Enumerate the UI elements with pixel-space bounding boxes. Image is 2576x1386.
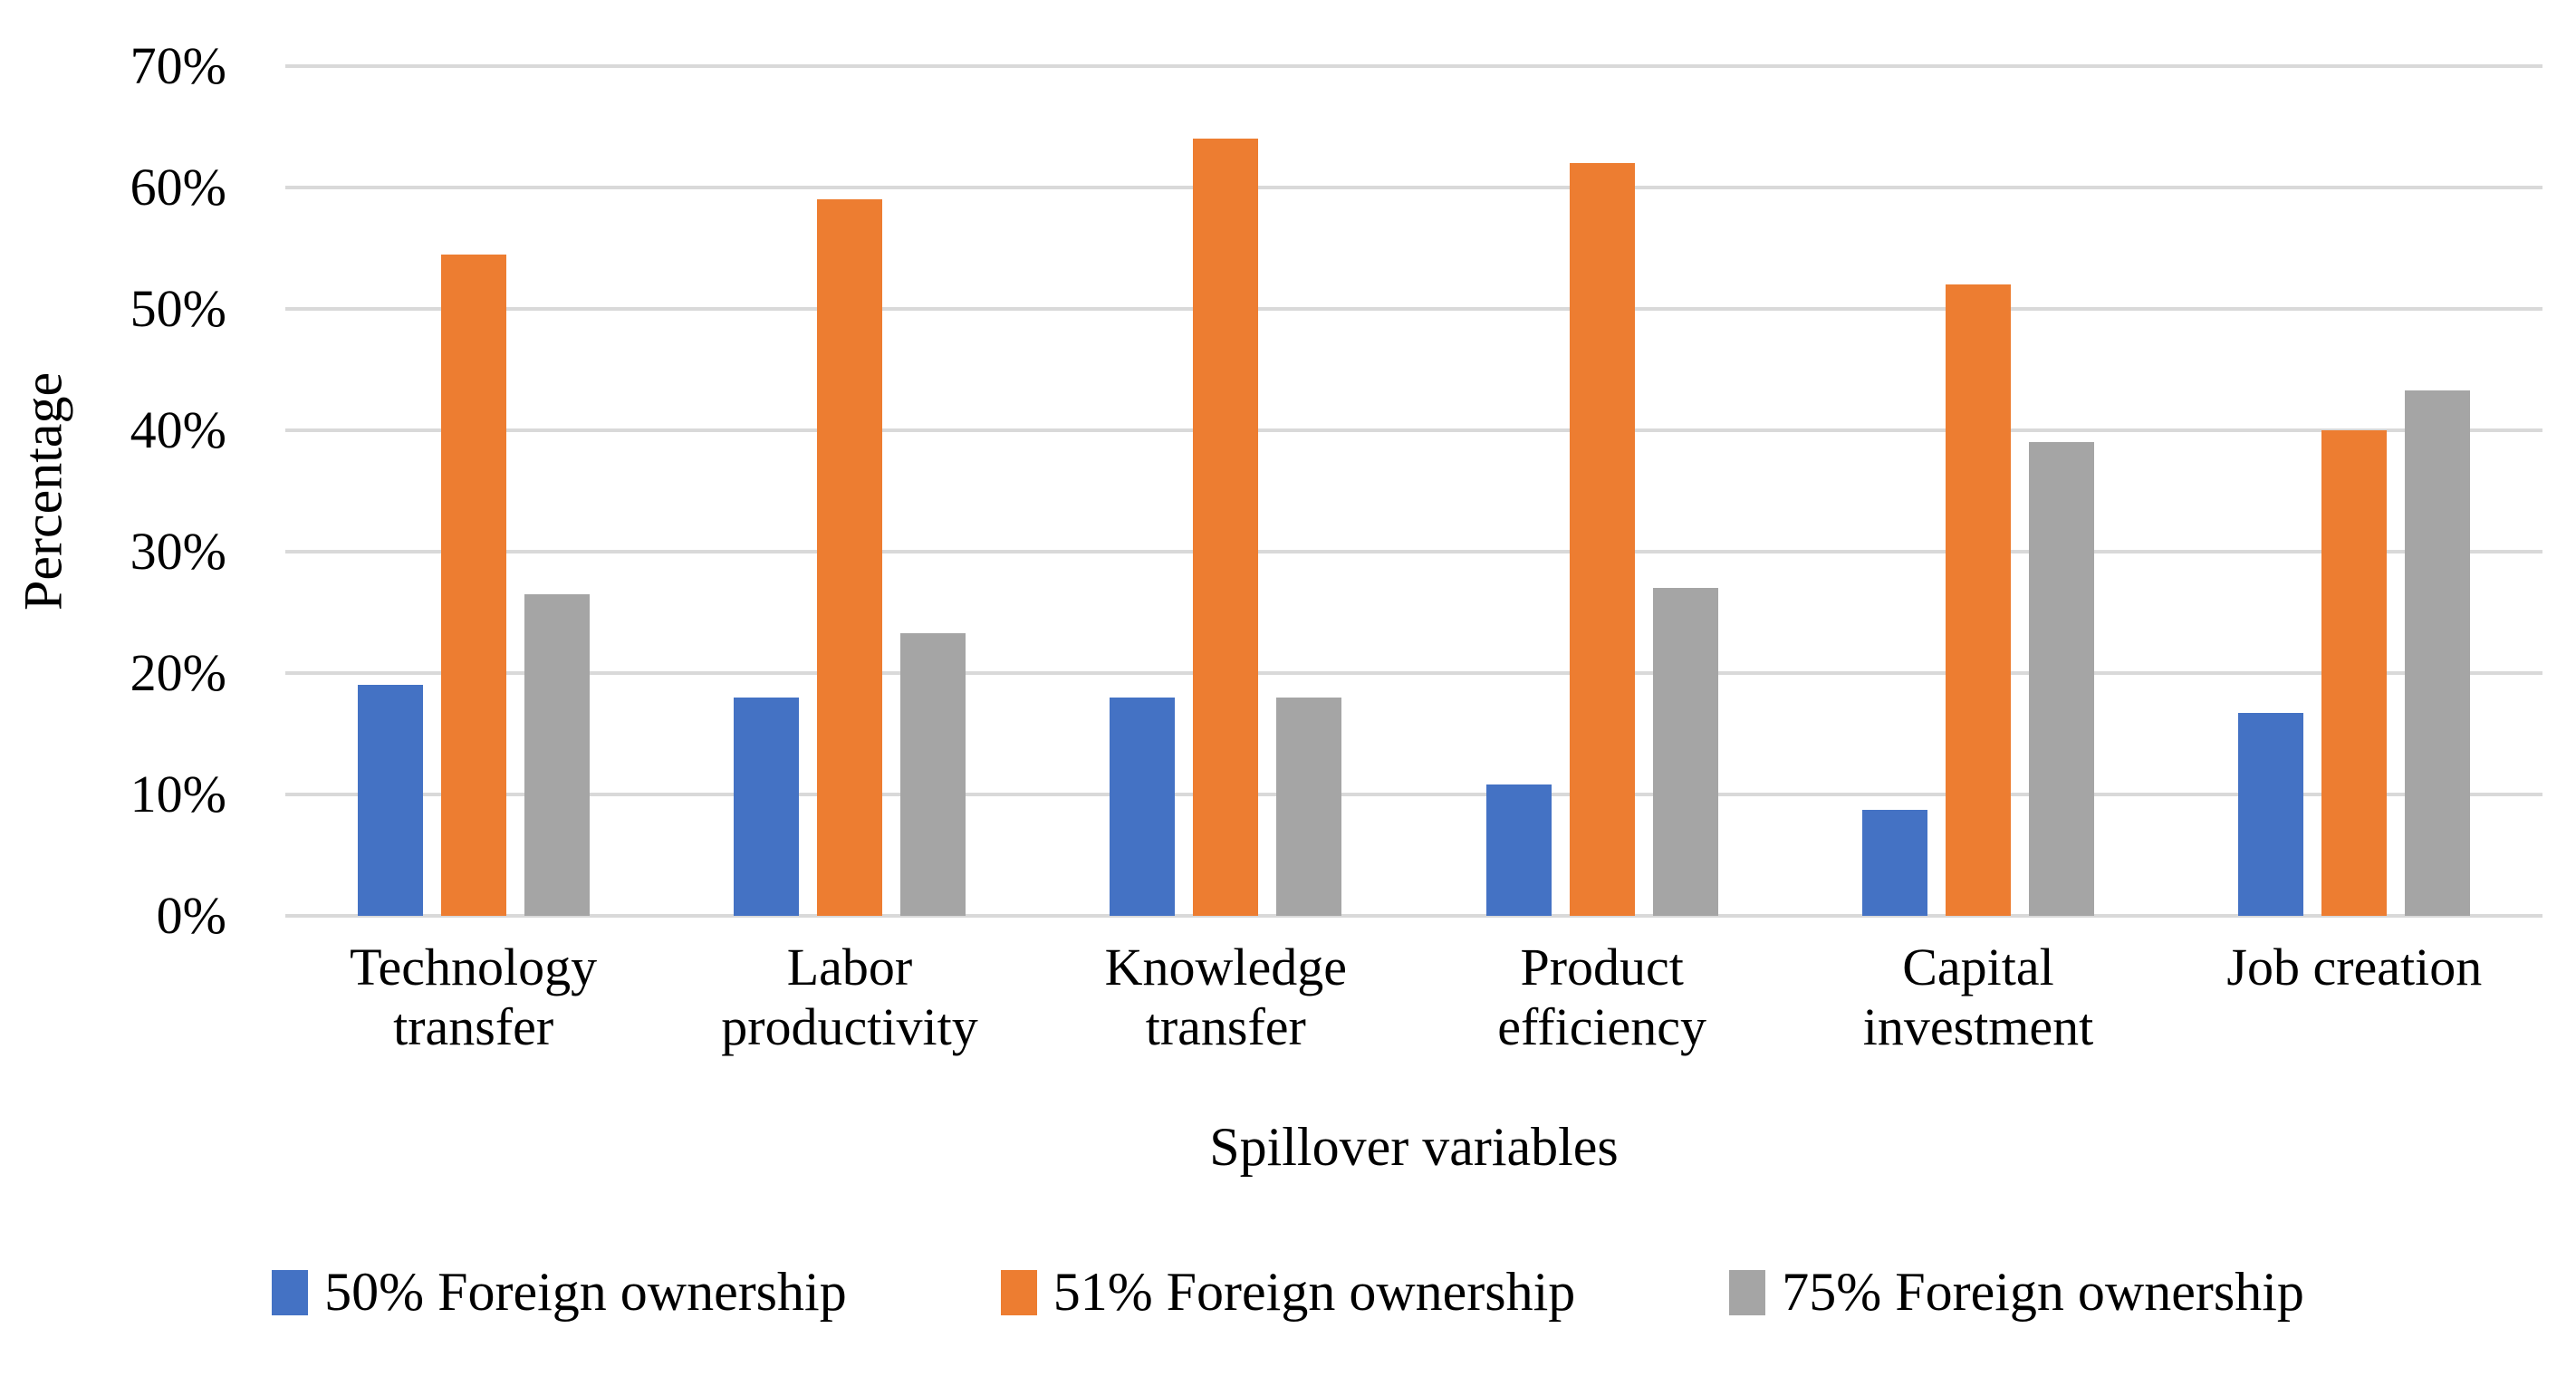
x-axis-category-label: Product efficiency bbox=[1497, 938, 1707, 1056]
y-axis-tick-label: 10% bbox=[130, 765, 226, 823]
legend-swatch bbox=[1000, 1269, 1037, 1315]
bar bbox=[1569, 163, 1635, 916]
bar bbox=[1485, 784, 1552, 916]
legend-item: 50% Foreign ownership bbox=[272, 1261, 847, 1323]
legend: 50% Foreign ownership 51% Foreign ownersh… bbox=[0, 1261, 2576, 1323]
x-axis-category-label: Capital investment bbox=[1862, 938, 2094, 1056]
gridline bbox=[285, 914, 2542, 918]
bar bbox=[357, 685, 423, 916]
gridline bbox=[285, 671, 2542, 675]
y-axis-tick-label: 20% bbox=[130, 643, 226, 702]
legend-label: 50% Foreign ownership bbox=[324, 1262, 847, 1322]
x-axis-category-label: Technology transfer bbox=[350, 938, 598, 1056]
legend-swatch bbox=[272, 1269, 309, 1315]
y-axis-tick-label: 0% bbox=[156, 886, 226, 945]
legend-item: 51% Foreign ownership bbox=[1000, 1261, 1576, 1323]
y-axis-tick-label: 60% bbox=[130, 158, 226, 217]
x-axis-title: Spillover variables bbox=[1209, 1117, 1619, 1177]
bar bbox=[734, 697, 799, 916]
bar bbox=[1276, 697, 1342, 916]
y-axis-tick-label: 50% bbox=[130, 279, 226, 338]
legend-label: 51% Foreign ownership bbox=[1053, 1262, 1576, 1322]
bar bbox=[2405, 390, 2471, 916]
x-axis-category-label: Knowledge transfer bbox=[1104, 938, 1347, 1056]
gridline bbox=[285, 64, 2542, 68]
x-axis-category-label: Labor productivity bbox=[721, 938, 978, 1056]
bar bbox=[524, 593, 590, 916]
bar bbox=[1110, 697, 1176, 916]
bar bbox=[817, 199, 882, 916]
gridline bbox=[285, 307, 2542, 311]
gridline bbox=[285, 186, 2542, 189]
bar bbox=[2321, 430, 2388, 916]
legend-label: 75% Foreign ownership bbox=[1782, 1262, 2304, 1322]
bar bbox=[1946, 284, 2011, 916]
y-axis-tick-label: 40% bbox=[130, 400, 226, 459]
bar bbox=[440, 254, 506, 916]
y-axis-tick-label: 70% bbox=[130, 36, 226, 95]
bar bbox=[2238, 713, 2304, 916]
bar bbox=[1862, 810, 1927, 916]
legend-swatch bbox=[1729, 1269, 1766, 1315]
bar bbox=[1193, 139, 1259, 916]
legend-item: 75% Foreign ownership bbox=[1729, 1261, 2304, 1323]
bar bbox=[2029, 442, 2094, 916]
gridline bbox=[285, 550, 2542, 553]
bar bbox=[900, 632, 966, 916]
bar bbox=[1652, 588, 1718, 916]
gridline bbox=[285, 428, 2542, 432]
y-axis-tick-label: 30% bbox=[130, 522, 226, 581]
x-axis-category-label: Job creation bbox=[2226, 938, 2483, 996]
gridline bbox=[285, 793, 2542, 796]
